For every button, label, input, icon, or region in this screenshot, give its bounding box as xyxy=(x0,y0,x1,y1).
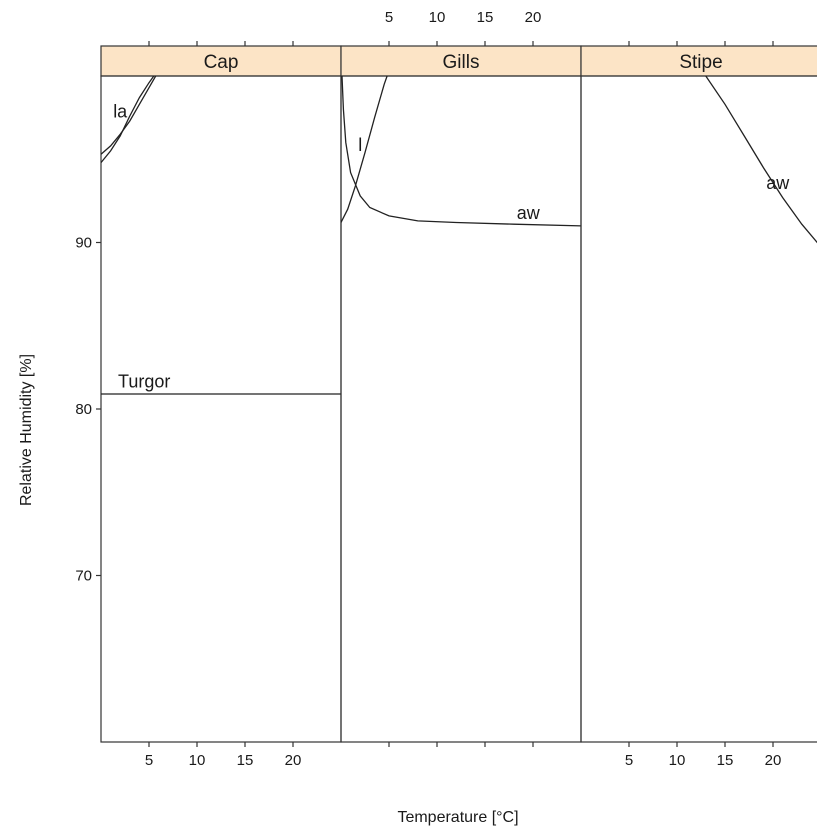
x-tick-label-cap-5: 5 xyxy=(145,752,153,769)
strip-cap xyxy=(100,45,342,77)
curves-gills xyxy=(341,76,581,227)
x-tick-label-cap-10: 10 xyxy=(189,752,206,769)
curve-label-cap-la: la xyxy=(113,102,128,122)
strip-stipe xyxy=(580,45,817,77)
curve-label-gills-aw: aw xyxy=(517,203,541,223)
y-tick-label-80: 80 xyxy=(75,401,92,418)
curves-stipe xyxy=(705,76,817,244)
strip-label-cap: Cap xyxy=(204,52,239,73)
y-axis-title: Relative Humidity [%] xyxy=(18,354,35,506)
curve-cap-unlabeled-1 xyxy=(101,76,155,164)
curves-cap xyxy=(101,76,341,395)
y-tick-label-90: 90 xyxy=(75,235,92,252)
panel-stipe: Stipe aw xyxy=(580,45,817,743)
x-tick-label-gills-20: 20 xyxy=(525,9,542,26)
x-axis-title: Temperature [°C] xyxy=(397,809,518,826)
panels-group: Cap la Turgor Gills l aw Stipe aw xyxy=(100,45,817,743)
panel-frame-gills xyxy=(340,75,582,743)
strip-label-gills: Gills xyxy=(443,52,480,73)
x-tick-label-stipe-15: 15 xyxy=(717,752,734,769)
curve-cap-la xyxy=(101,76,157,155)
curve-stipe-aw xyxy=(705,76,817,244)
curve-gills-aw xyxy=(341,76,581,227)
curve-label-cap-turgor: Turgor xyxy=(118,371,170,391)
curve-gills-l xyxy=(341,76,388,223)
curve-label-stipe-aw: aw xyxy=(766,173,790,193)
x-tick-label-stipe-20: 20 xyxy=(765,752,782,769)
axes-group: 5 10 15 20 5 10 15 20 5 10 15 20 70 80 90 xyxy=(75,9,781,769)
x-tick-label-cap-20: 20 xyxy=(285,752,302,769)
panel-gills: Gills l aw xyxy=(340,45,582,743)
x-tick-label-cap-15: 15 xyxy=(237,752,254,769)
panel-frame-cap xyxy=(100,75,342,743)
panel-frame-stipe xyxy=(580,75,817,743)
panel-cap: Cap la Turgor xyxy=(100,45,342,743)
x-tick-label-gills-10: 10 xyxy=(429,9,446,26)
strip-label-stipe: Stipe xyxy=(679,52,722,73)
x-tick-label-stipe-5: 5 xyxy=(625,752,633,769)
x-tick-label-gills-15: 15 xyxy=(477,9,494,26)
x-tick-label-stipe-10: 10 xyxy=(669,752,686,769)
y-tick-label-70: 70 xyxy=(75,568,92,585)
curve-label-gills-l: l xyxy=(358,135,362,155)
x-tick-label-gills-5: 5 xyxy=(385,9,393,26)
strip-gills xyxy=(340,45,582,77)
